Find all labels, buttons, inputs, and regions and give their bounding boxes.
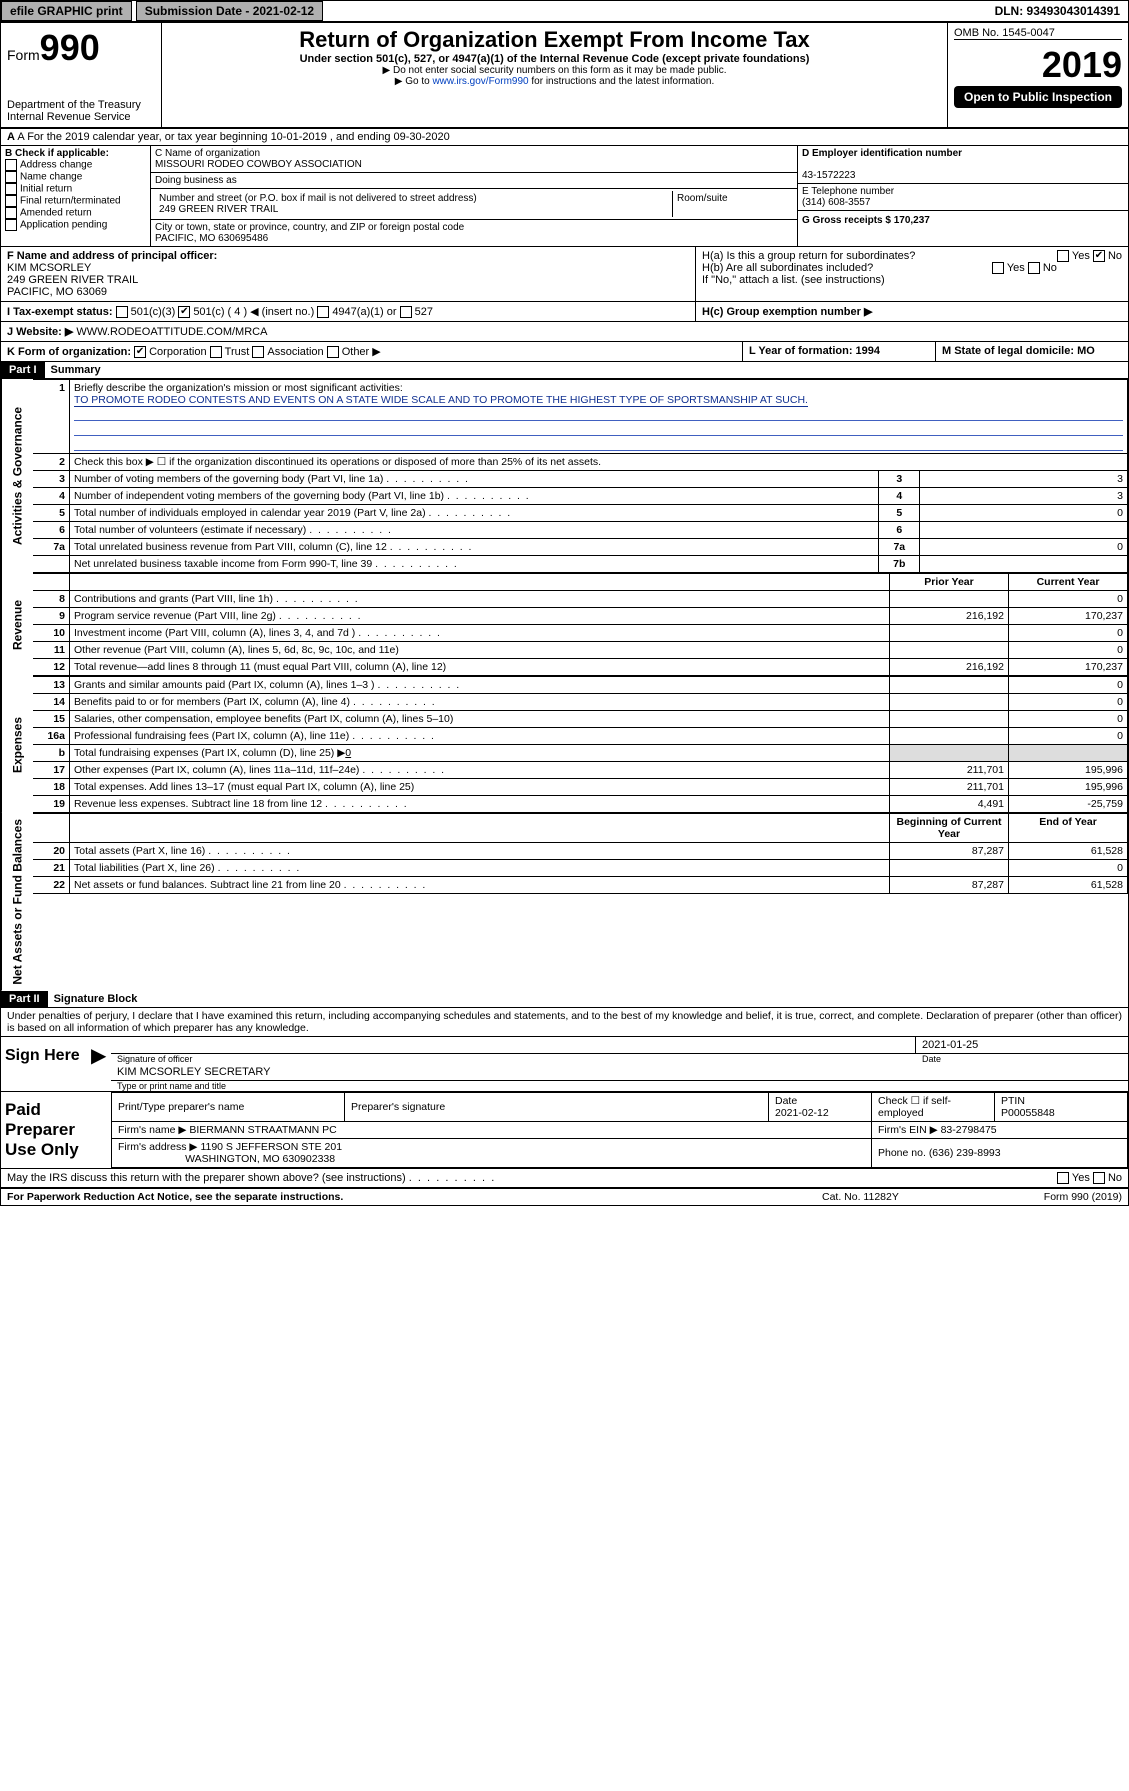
final-return-checkbox[interactable] — [5, 195, 17, 207]
discuss-yes-checkbox[interactable] — [1057, 1172, 1069, 1184]
section-b-to-g: B Check if applicable: Address change Na… — [1, 146, 1128, 247]
dept-label: Department of the Treasury — [7, 99, 155, 111]
page-footer: For Paperwork Reduction Act Notice, see … — [1, 1188, 1128, 1205]
h-a: H(a) Is this a group return for subordin… — [702, 250, 1122, 262]
omb-number: OMB No. 1545-0047 — [954, 27, 1122, 40]
association-checkbox[interactable] — [252, 346, 264, 358]
4947-checkbox[interactable] — [317, 306, 329, 318]
preparer-table: Print/Type preparer's name Preparer's si… — [111, 1092, 1128, 1168]
submission-date-button[interactable]: Submission Date - 2021-02-12 — [136, 1, 323, 21]
dln-label: DLN: 93493043014391 — [987, 2, 1128, 20]
hb-yes-checkbox[interactable] — [992, 262, 1004, 274]
revenue-label: Revenue — [1, 573, 33, 676]
penalty-statement: Under penalties of perjury, I declare th… — [1, 1008, 1128, 1037]
discuss-no-checkbox[interactable] — [1093, 1172, 1105, 1184]
ha-no-checkbox[interactable] — [1093, 250, 1105, 262]
amended-return-checkbox[interactable] — [5, 207, 17, 219]
expenses-label: Expenses — [1, 676, 33, 813]
top-bar: efile GRAPHIC print Submission Date - 20… — [0, 0, 1129, 22]
form-of-org: K Form of organization: Corporation Trus… — [1, 342, 743, 361]
summary-table: Activities & Governance 1 Briefly descri… — [1, 379, 1128, 991]
org-name: MISSOURI RODEO COWBOY ASSOCIATION — [155, 159, 793, 170]
part-2-header: Part II Signature Block — [1, 991, 1128, 1008]
activities-governance-label: Activities & Governance — [1, 379, 33, 573]
section-k-l-m: K Form of organization: Corporation Trus… — [1, 342, 1128, 362]
tax-exempt-status: I Tax-exempt status: 501(c)(3) 501(c) ( … — [1, 302, 696, 321]
form990-link[interactable]: www.irs.gov/Form990 — [432, 76, 528, 87]
discuss-row: May the IRS discuss this return with the… — [1, 1169, 1128, 1188]
section-j: J Website: ▶ WWW.RODEOATTITUDE.COM/MRCA — [1, 322, 1128, 342]
part-1-header: Part I Summary — [1, 362, 1128, 379]
initial-return-checkbox[interactable] — [5, 183, 17, 195]
net-assets-label: Net Assets or Fund Balances — [1, 813, 33, 991]
street-row: Number and street (or P.O. box if mail i… — [151, 189, 797, 220]
dba-row: Doing business as — [151, 173, 797, 189]
revenue-table: Prior YearCurrent Year 8Contributions an… — [33, 573, 1128, 676]
address-change-checkbox[interactable] — [5, 159, 17, 171]
form-title: Return of Organization Exempt From Incom… — [168, 27, 941, 53]
year-formation: L Year of formation: 1994 — [743, 342, 936, 361]
form-number: Form990 — [7, 27, 155, 69]
sign-here-block: Sign Here ▶ 2021-01-25 Signature of offi… — [1, 1037, 1128, 1092]
open-to-public-badge: Open to Public Inspection — [954, 86, 1122, 108]
ssn-warning: ▶ Do not enter social security numbers o… — [168, 65, 941, 76]
state-domicile: M State of legal domicile: MO — [936, 342, 1128, 361]
trust-checkbox[interactable] — [210, 346, 222, 358]
sign-arrow-icon: ▶ — [91, 1037, 111, 1091]
501c3-checkbox[interactable] — [116, 306, 128, 318]
row-a-tax-year: A A For the 2019 calendar year, or tax y… — [1, 129, 1128, 146]
h-b-note: If "No," attach a list. (see instruction… — [702, 274, 1122, 286]
527-checkbox[interactable] — [400, 306, 412, 318]
city-row: City or town, state or province, country… — [151, 220, 797, 246]
mission-text: TO PROMOTE RODEO CONTESTS AND EVENTS ON … — [74, 394, 808, 407]
efile-button[interactable]: efile GRAPHIC print — [1, 1, 132, 21]
tax-year: 2019 — [954, 44, 1122, 86]
ein-row: D Employer identification number43-15722… — [798, 146, 1128, 184]
form-subtitle: Under section 501(c), 527, or 4947(a)(1)… — [168, 53, 941, 65]
net-assets-table: Beginning of Current YearEnd of Year 20T… — [33, 813, 1128, 894]
application-pending-checkbox[interactable] — [5, 219, 17, 231]
expenses-table: 13Grants and similar amounts paid (Part … — [33, 676, 1128, 813]
phone-row: E Telephone number(314) 608-3557 — [798, 184, 1128, 211]
form-990-page: Form990 Department of the Treasury Inter… — [0, 22, 1129, 1206]
gross-receipts: G Gross receipts $ 170,237 — [798, 211, 1128, 230]
irs-label: Internal Revenue Service — [7, 111, 155, 123]
name-change-checkbox[interactable] — [5, 171, 17, 183]
other-checkbox[interactable] — [327, 346, 339, 358]
goto-link-row: ▶ Go to www.irs.gov/Form990 for instruct… — [168, 76, 941, 87]
ha-yes-checkbox[interactable] — [1057, 250, 1069, 262]
h-b: H(b) Are all subordinates included? Yes … — [702, 262, 1122, 274]
checkbox-column-b: B Check if applicable: Address change Na… — [1, 146, 151, 246]
governance-table: 1 Briefly describe the organization's mi… — [33, 379, 1128, 573]
form-header: Form990 Department of the Treasury Inter… — [1, 23, 1128, 129]
501c-checkbox[interactable] — [178, 306, 190, 318]
hb-no-checkbox[interactable] — [1028, 262, 1040, 274]
section-f-h: F Name and address of principal officer:… — [1, 247, 1128, 302]
h-c: H(c) Group exemption number ▶ — [696, 302, 1128, 321]
corporation-checkbox[interactable] — [134, 346, 146, 358]
section-i-hc: I Tax-exempt status: 501(c)(3) 501(c) ( … — [1, 302, 1128, 322]
org-name-row: C Name of organization MISSOURI RODEO CO… — [151, 146, 797, 173]
paid-preparer-block: Paid Preparer Use Only Print/Type prepar… — [1, 1092, 1128, 1169]
